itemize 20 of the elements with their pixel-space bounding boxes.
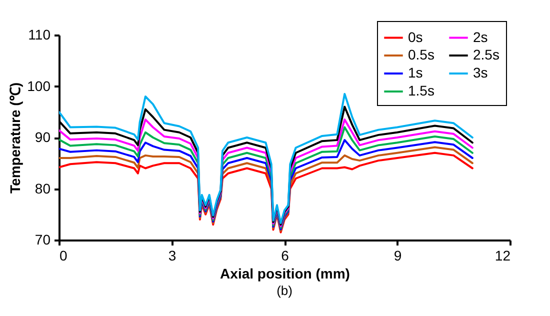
y-axis-title: Temperature (℃) [7, 82, 24, 194]
legend-label: 2.5s [473, 46, 500, 62]
legend-label: 1s [408, 64, 423, 80]
y-tick-label: 110 [28, 26, 51, 42]
x-tick-label: 6 [281, 248, 290, 264]
y-tick-label: 100 [27, 78, 51, 94]
y-tick-label: 70 [34, 232, 51, 248]
x-tick-label: 3 [168, 248, 176, 264]
y-tick-label: 90 [34, 129, 51, 145]
x-tick-label: 9 [394, 248, 402, 264]
legend-label: 1.5s [408, 82, 434, 98]
legend-label: 0s [408, 28, 423, 45]
legend-label: 3s [473, 64, 488, 80]
x-tick-label: 12 [494, 248, 511, 264]
legend-label: 0.5s [408, 46, 434, 62]
y-tick-label: 80 [34, 180, 51, 196]
text: (b) [276, 283, 292, 298]
x-axis-title: Axial position (mm) [220, 266, 350, 282]
x-tick-label: 0 [60, 248, 68, 264]
legend-label: 2s [473, 28, 488, 45]
